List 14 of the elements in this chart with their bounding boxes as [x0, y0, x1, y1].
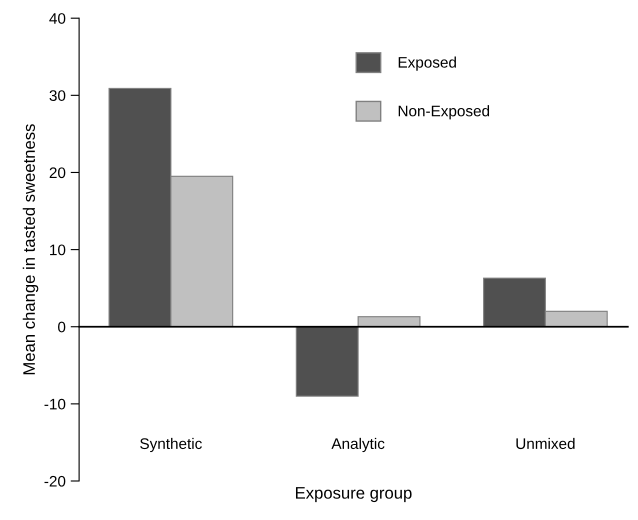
x-tick-label: Analytic [331, 438, 384, 452]
legend-label: Non-Exposed [398, 105, 490, 120]
x-axis-title: Exposure group [296, 487, 412, 502]
y-tick-label: 30 [50, 90, 66, 102]
x-tick-label: Unmixed [516, 438, 575, 450]
legend-label: Exposed [398, 56, 456, 71]
x-tick-label: Synthetic [140, 438, 202, 452]
y-tick-label: 0 [58, 322, 66, 332]
y-tick-label: 40 [49, 13, 66, 24]
y-tick-label: 10 [50, 244, 66, 256]
y-tick-label: 20 [50, 167, 66, 178]
y-axis-title: Mean change in tasted sweetness [22, 124, 38, 374]
y-tick-label: -20 [44, 476, 66, 487]
y-tick-label: -10 [44, 398, 66, 410]
